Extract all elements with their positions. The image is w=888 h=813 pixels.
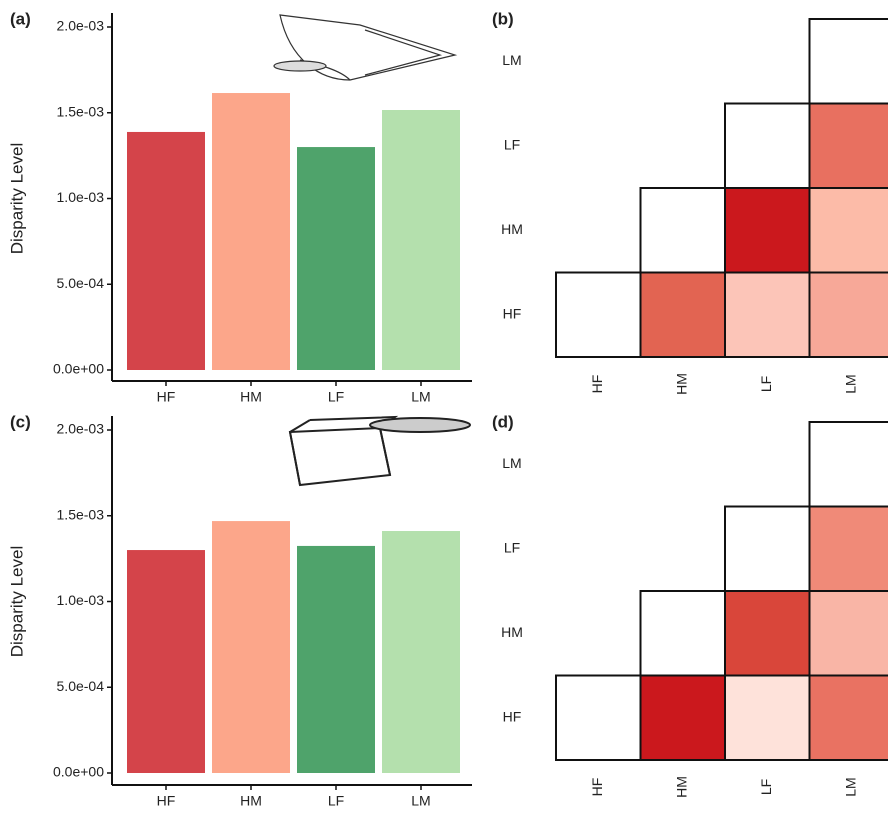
x-tick-label: LM	[411, 389, 430, 405]
y-tick-label: 1.0e-03	[57, 189, 105, 205]
y-tick-label: 1.5e-03	[57, 103, 105, 119]
column-label: HF	[589, 375, 605, 394]
heat-cell	[808, 674, 888, 761]
heat-cell	[808, 421, 888, 508]
bar	[382, 110, 460, 371]
y-tick-label: 1.5e-03	[57, 506, 105, 522]
column-label: LM	[842, 374, 858, 393]
y-tick-label: 0.0e+00	[53, 764, 104, 780]
y-tick-label: 1.0e-03	[57, 592, 105, 608]
heat-cell	[808, 271, 888, 358]
row-label: LM	[502, 455, 521, 471]
heat-cell	[724, 102, 811, 189]
row-label: HF	[503, 305, 522, 321]
heat-cell	[724, 187, 811, 274]
bar	[127, 131, 205, 370]
y-tick-label: 0.0e+00	[53, 361, 104, 377]
heat-cell	[639, 674, 726, 761]
column-label: HM	[673, 776, 689, 798]
y-tick-label: 2.0e-03	[57, 18, 105, 34]
panel-label: (d)	[492, 412, 514, 431]
heat-cell	[639, 187, 726, 274]
bar	[382, 531, 460, 773]
heat-cell	[724, 674, 811, 761]
bar	[297, 147, 375, 370]
heat-cell	[639, 590, 726, 677]
y-tick-label: 5.0e-04	[57, 678, 105, 694]
bar	[212, 521, 290, 773]
heat-cell	[808, 505, 888, 592]
row-label: HM	[501, 221, 523, 237]
heat-cell	[724, 271, 811, 358]
y-tick-label: 5.0e-04	[57, 275, 105, 291]
heat-cell	[808, 590, 888, 677]
panel-label: (a)	[10, 9, 31, 28]
column-label: LF	[758, 376, 774, 392]
column-label: LM	[842, 777, 858, 796]
heat-cell	[555, 674, 642, 761]
heat-cell	[724, 505, 811, 592]
column-label: HF	[589, 778, 605, 797]
row-label: HM	[501, 624, 523, 640]
row-label: HF	[503, 708, 522, 724]
x-tick-label: LF	[328, 389, 344, 405]
heat-cell	[808, 18, 888, 105]
bar	[297, 545, 375, 773]
x-tick-label: HM	[240, 793, 262, 809]
panel-label: (b)	[492, 9, 514, 28]
heat-cell	[555, 271, 642, 358]
bar	[212, 93, 290, 370]
x-tick-label: HF	[157, 389, 176, 405]
x-tick-label: LM	[411, 793, 430, 809]
net-icon	[273, 14, 458, 81]
trap-icon	[288, 415, 471, 487]
bar	[127, 550, 205, 773]
heat-cell	[808, 187, 888, 274]
column-label: LF	[758, 779, 774, 795]
column-label: HM	[673, 373, 689, 395]
y-tick-label: 2.0e-03	[57, 421, 105, 437]
row-label: LF	[504, 539, 520, 555]
row-label: LF	[504, 136, 520, 152]
row-label: LM	[502, 52, 521, 68]
y-axis-title: Disparity Level	[7, 546, 26, 658]
x-tick-label: HF	[157, 793, 176, 809]
y-axis-title: Disparity Level	[7, 143, 26, 255]
panel-label: (c)	[10, 412, 31, 431]
heat-cell	[724, 590, 811, 677]
x-tick-label: HM	[240, 389, 262, 405]
heat-cell	[639, 271, 726, 358]
heat-cell	[808, 102, 888, 189]
x-tick-label: LF	[328, 793, 344, 809]
